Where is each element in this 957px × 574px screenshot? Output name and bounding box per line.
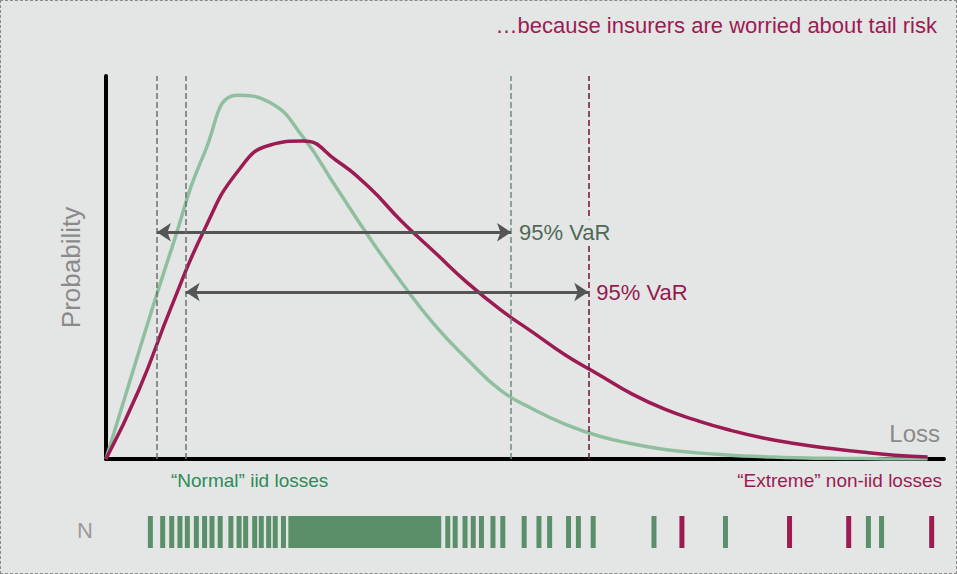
svg-text:95% VaR: 95% VaR	[596, 280, 687, 305]
svg-text:“Extreme” non-iid losses: “Extreme” non-iid losses	[737, 470, 942, 491]
svg-text:95% VaR: 95% VaR	[519, 220, 610, 245]
svg-text:Loss: Loss	[889, 420, 940, 447]
svg-text:“Normal” iid losses: “Normal” iid losses	[171, 470, 328, 491]
svg-text:Probability: Probability	[56, 207, 86, 328]
svg-text:N: N	[77, 518, 93, 543]
svg-text:…because insurers are worried: …because insurers are worried about tail…	[496, 13, 938, 38]
